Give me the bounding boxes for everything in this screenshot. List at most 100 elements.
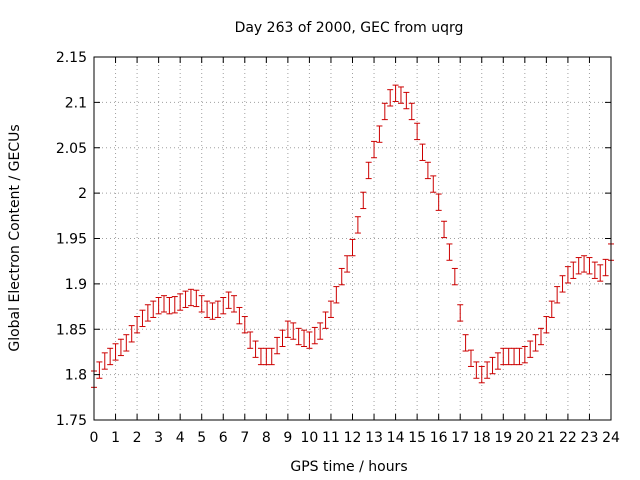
data-point — [112, 343, 119, 361]
y-tick-label: 2 — [78, 186, 87, 202]
y-tick-label: 1.95 — [56, 232, 87, 248]
data-point — [150, 300, 157, 318]
data-point — [435, 193, 442, 211]
y-tick-label: 2.15 — [56, 50, 87, 66]
data-point — [96, 361, 103, 379]
x-tick-label: 12 — [344, 430, 362, 446]
data-point — [225, 291, 232, 309]
x-tick-label: 21 — [537, 430, 555, 446]
data-point — [381, 102, 388, 121]
data-point — [467, 349, 474, 367]
x-axis-label: GPS time / hours — [290, 459, 407, 475]
data-point — [220, 296, 227, 315]
x-tick-label: 10 — [301, 430, 319, 446]
data-point — [581, 255, 588, 273]
data-point — [204, 300, 211, 318]
data-point — [473, 361, 480, 379]
data-point — [182, 290, 189, 308]
data-point — [430, 175, 437, 193]
data-point — [134, 316, 141, 334]
x-tick-label: 15 — [408, 430, 426, 446]
data-point — [414, 122, 421, 141]
x-tick-label: 20 — [516, 430, 534, 446]
x-tick-label: 22 — [559, 430, 577, 446]
data-point — [527, 340, 534, 358]
data-point — [214, 300, 221, 318]
data-point — [441, 220, 448, 239]
data-point — [301, 329, 308, 347]
data-point — [462, 334, 469, 352]
data-point — [236, 306, 243, 325]
data-point — [139, 309, 146, 328]
data-point — [311, 326, 318, 345]
x-tick-label: 5 — [197, 430, 206, 446]
data-point — [349, 238, 356, 257]
x-tick-label: 11 — [322, 430, 340, 446]
data-point — [392, 84, 399, 102]
y-tick-label: 2.1 — [65, 95, 87, 111]
data-point — [155, 296, 162, 315]
x-tick-label: 0 — [90, 430, 99, 446]
y-axis: 1.75 1.8 1.85 1.9 1.95 2 2.05 2.1 2.15 — [56, 50, 611, 429]
data-point — [516, 347, 523, 366]
data-point — [344, 255, 351, 273]
data-point — [193, 289, 200, 308]
data-point — [360, 191, 367, 210]
x-tick-label: 4 — [176, 430, 185, 446]
data-point — [187, 288, 194, 307]
data-point — [543, 316, 550, 334]
data-point — [446, 243, 453, 261]
data-point — [117, 338, 124, 357]
data-point — [591, 261, 598, 279]
data-point — [107, 347, 114, 366]
data-point — [327, 300, 334, 318]
data-point — [500, 347, 507, 366]
data-point — [209, 302, 216, 320]
data-point — [602, 258, 609, 277]
data-point — [478, 365, 485, 384]
x-tick-label: 3 — [154, 430, 163, 446]
data-point — [511, 347, 518, 366]
data-point — [505, 347, 512, 366]
data-point — [231, 295, 238, 313]
data-point — [166, 296, 173, 315]
data-point — [494, 352, 501, 370]
grid-lines — [94, 57, 611, 420]
x-tick-label: 24 — [602, 430, 620, 446]
x-tick-label: 1 — [111, 430, 120, 446]
data-point — [376, 125, 383, 143]
data-point — [484, 361, 491, 379]
data-point — [177, 293, 184, 311]
data-point — [575, 257, 582, 275]
data-point — [419, 143, 426, 161]
y-tick-label: 1.75 — [56, 413, 87, 429]
chart-title: Day 263 of 2000, GEC from uqrg — [235, 20, 464, 36]
x-tick-label: 8 — [262, 430, 271, 446]
data-point — [338, 267, 345, 286]
data-point — [322, 311, 329, 329]
data-points — [91, 84, 614, 388]
data-point — [295, 327, 302, 346]
data-point — [570, 261, 577, 279]
data-point — [161, 295, 168, 313]
data-point — [144, 304, 151, 322]
x-tick-label: 16 — [430, 430, 448, 446]
data-point — [290, 322, 297, 340]
x-tick-label: 6 — [219, 430, 228, 446]
data-point — [537, 327, 544, 346]
data-point — [247, 331, 254, 349]
data-point — [274, 336, 281, 355]
y-tick-label: 1.85 — [56, 322, 87, 338]
data-point — [532, 334, 539, 352]
data-point — [397, 86, 404, 104]
data-point — [333, 286, 340, 304]
data-point — [586, 257, 593, 275]
data-point — [128, 325, 135, 343]
data-point — [284, 320, 291, 338]
data-point — [408, 102, 415, 121]
data-point — [365, 161, 372, 180]
data-point — [263, 347, 270, 366]
x-tick-label: 2 — [133, 430, 142, 446]
x-tick-label: 23 — [581, 430, 599, 446]
